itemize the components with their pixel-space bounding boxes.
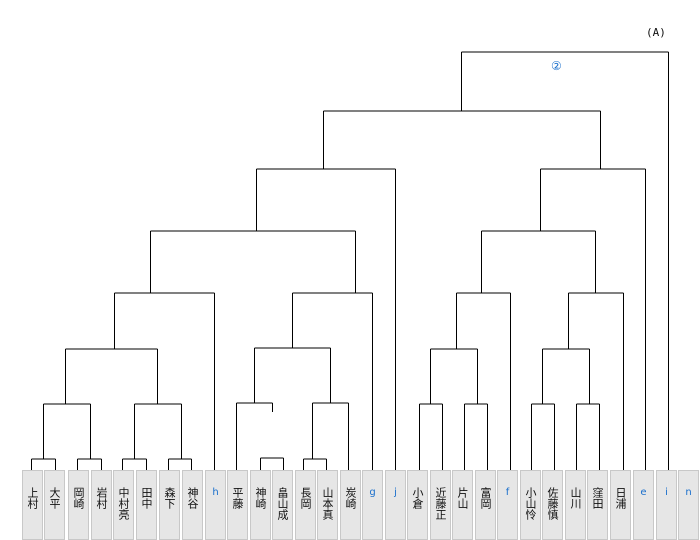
player-name: 神崎 [254, 487, 267, 509]
bracket-link-h[interactable]: h [212, 487, 219, 498]
player-name: 日浦 [614, 487, 627, 509]
player-name: 富岡 [479, 487, 492, 509]
player-name: 小山怜 [524, 487, 537, 520]
entry-cell-iwamura: 岩村 [91, 470, 112, 540]
entry-cell-h[interactable]: h [205, 470, 226, 540]
entry-cell-sumizaki: 炭崎 [340, 470, 361, 540]
player-name: 中村亮 [117, 487, 130, 520]
bracket-link-e[interactable]: e [640, 487, 647, 498]
entry-cell-yamakawa: 山川 [565, 470, 586, 540]
entry-cell-okazaki: 岡崎 [68, 470, 89, 540]
entry-cell-i[interactable]: i [656, 470, 677, 540]
player-name: 神谷 [186, 487, 199, 509]
player-name: 山本真 [321, 487, 334, 520]
entry-cell-sato: 佐藤慎 [542, 470, 563, 540]
player-name: 片山 [456, 487, 469, 509]
player-name: 近藤正 [434, 487, 447, 520]
entry-cell-e[interactable]: e [633, 470, 654, 540]
entry-cell-kondo: 近藤正 [430, 470, 451, 540]
entry-cell-g[interactable]: g [362, 470, 383, 540]
bracket-lines [31, 51, 669, 470]
entry-cell-j[interactable]: j [385, 470, 406, 540]
entry-cell-hatayama: 畠山成 [272, 470, 293, 540]
corner-label: (A) [646, 26, 666, 39]
entry-cell-koyama: 小山怜 [520, 470, 541, 540]
bracket-link-f[interactable]: f [505, 487, 510, 498]
player-name: 佐藤慎 [546, 487, 559, 520]
entry-cell-yamamoto: 山本真 [317, 470, 338, 540]
entry-cell-ohira: 大平 [44, 470, 65, 540]
player-name: 岩村 [95, 487, 108, 509]
player-name: 炭崎 [344, 487, 357, 509]
entry-cell-kanzaki: 神崎 [250, 470, 271, 540]
entry-cell-nagaoka: 長岡 [295, 470, 316, 540]
player-name: 田中 [140, 487, 153, 509]
round-marker: ② [551, 59, 562, 73]
bracket-line-group [31, 51, 669, 470]
player-name: 森下 [163, 487, 176, 509]
player-name: 大平 [48, 487, 61, 509]
entry-cell-kubota: 窪田 [587, 470, 608, 540]
bracket-link-n[interactable]: n [685, 487, 692, 498]
entry-cell-uemura: 上村 [22, 470, 43, 540]
entry-cell-hirafuji: 平藤 [227, 470, 248, 540]
entry-cell-kamiya: 神谷 [182, 470, 203, 540]
entry-cell-hiura: 日浦 [610, 470, 631, 540]
player-name: 窪田 [591, 487, 604, 509]
player-name: 平藤 [231, 487, 244, 509]
player-name: 岡崎 [72, 487, 85, 509]
player-name: 山川 [569, 487, 582, 509]
player-name: 長岡 [299, 487, 312, 509]
player-name: 上村 [26, 487, 39, 509]
entry-cell-morishita: 森下 [159, 470, 180, 540]
entry-cell-ogura: 小倉 [407, 470, 428, 540]
player-name: 小倉 [411, 487, 424, 509]
entry-cell-tomioka: 富岡 [475, 470, 496, 540]
entry-cell-tanaka: 田中 [136, 470, 157, 540]
player-name: 畠山成 [276, 487, 289, 520]
entry-cell-f[interactable]: f [497, 470, 518, 540]
entry-cell-nakamura: 中村亮 [113, 470, 134, 540]
entry-cell-n[interactable]: n [678, 470, 699, 540]
entry-cell-katayama: 片山 [452, 470, 473, 540]
bracket-link-g[interactable]: g [369, 487, 376, 498]
bracket-link-j[interactable]: j [394, 487, 397, 498]
bracket-link-i[interactable]: i [665, 487, 668, 498]
